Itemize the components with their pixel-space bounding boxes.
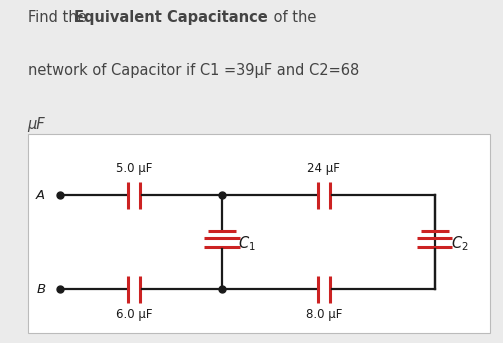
Text: $\mathit{A}$: $\mathit{A}$ xyxy=(35,189,46,202)
Text: of the: of the xyxy=(269,10,316,25)
Text: 6.0 μF: 6.0 μF xyxy=(116,308,152,321)
Text: 24 μF: 24 μF xyxy=(307,162,340,175)
FancyBboxPatch shape xyxy=(28,134,490,333)
Text: μF: μF xyxy=(28,117,45,132)
Text: $\mathit{B}$: $\mathit{B}$ xyxy=(36,283,46,296)
Text: $\mathit{C}_2$: $\mathit{C}_2$ xyxy=(451,235,469,253)
Text: network of Capacitor if C1 =39μF and C2=68: network of Capacitor if C1 =39μF and C2=… xyxy=(28,62,359,78)
Text: 8.0 μF: 8.0 μF xyxy=(306,308,342,321)
Text: Find the: Find the xyxy=(28,10,91,25)
Text: $\mathit{C}_1$: $\mathit{C}_1$ xyxy=(238,235,256,253)
Text: 5.0 μF: 5.0 μF xyxy=(116,162,152,175)
Text: Equivalent Capacitance: Equivalent Capacitance xyxy=(74,10,268,25)
